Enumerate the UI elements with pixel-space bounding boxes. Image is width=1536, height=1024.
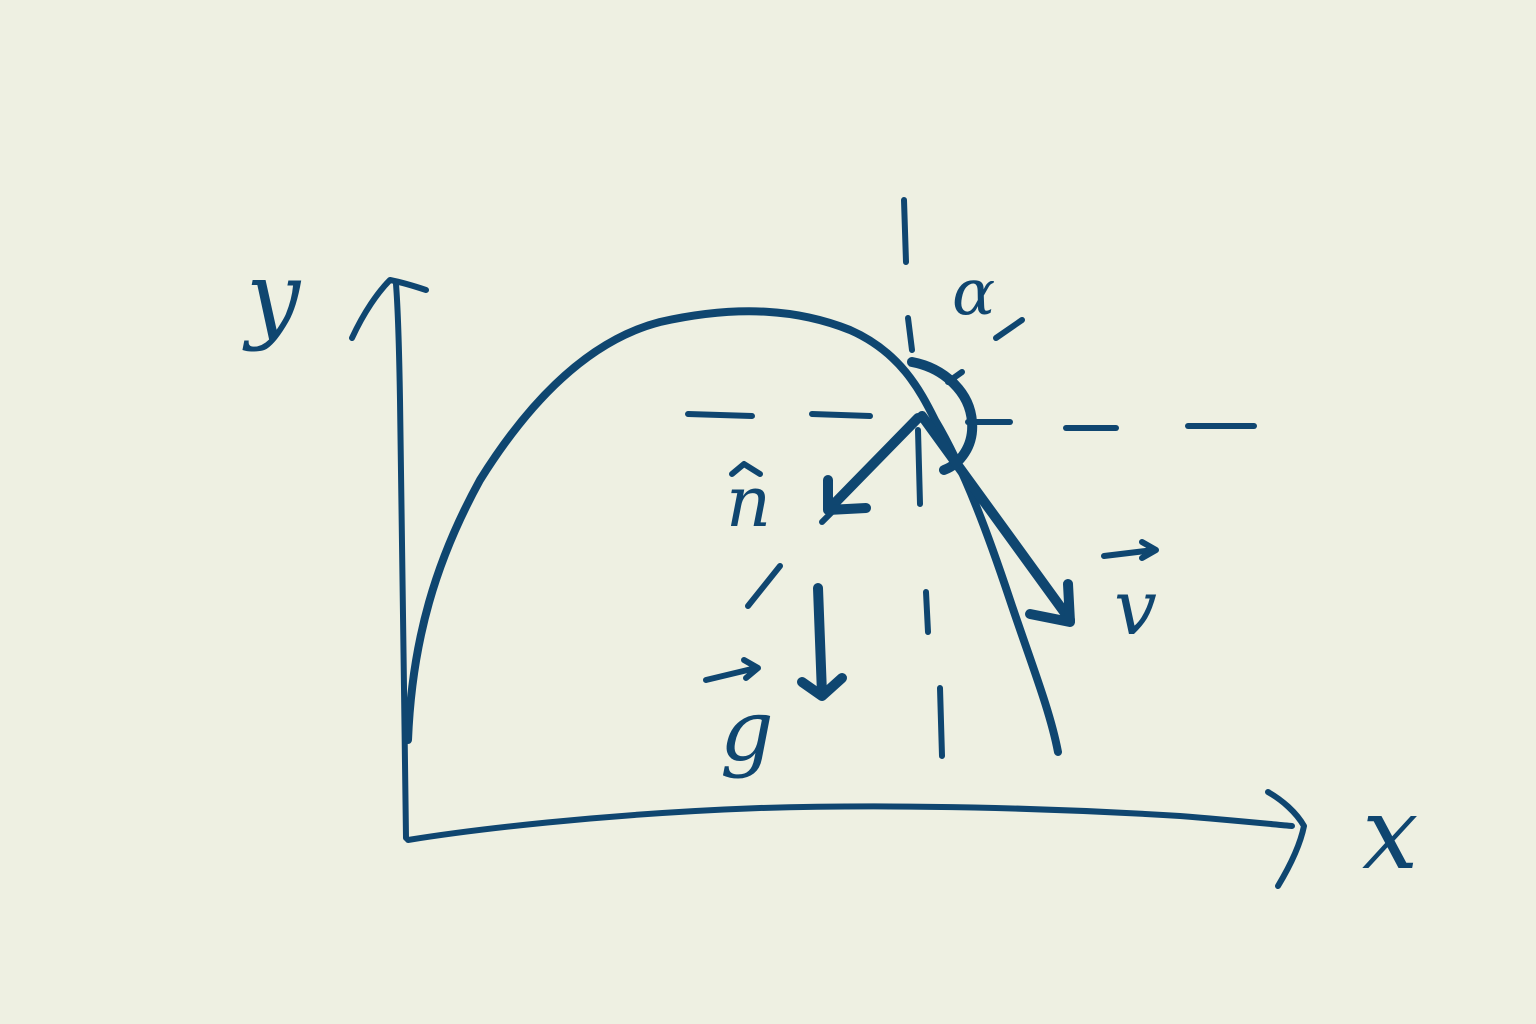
gravity-label: g (720, 682, 774, 780)
gravity-vector (797, 583, 847, 701)
coordinate-axes (349, 277, 1307, 889)
y-axis-arrowhead (349, 277, 429, 341)
gravity-arrowhead (797, 673, 847, 701)
velocity-overarrow (1101, 539, 1159, 561)
normal-hat (729, 461, 763, 477)
velocity-label: v (1114, 563, 1157, 652)
x-axis-arrowhead (1265, 789, 1307, 889)
gravity-overarrow (703, 657, 761, 683)
normal-vector (823, 413, 923, 515)
velocity-arrowhead (1025, 579, 1075, 627)
y-axis-label: y (242, 241, 302, 353)
x-axis-label: x (1362, 775, 1418, 892)
velocity-vector (917, 411, 1075, 627)
velocity-arrow-shaft (917, 411, 1075, 625)
alpha-label: α (952, 256, 995, 330)
normal-label: n (726, 461, 771, 543)
trajectory-curve (404, 307, 1062, 756)
vertical-dashed-line (901, 197, 945, 759)
y-axis (393, 281, 409, 841)
normal-arrow-shaft (825, 413, 923, 513)
normal-arrowhead (823, 475, 871, 515)
gravity-arrow-shaft (813, 583, 827, 699)
x-axis (405, 803, 1295, 843)
